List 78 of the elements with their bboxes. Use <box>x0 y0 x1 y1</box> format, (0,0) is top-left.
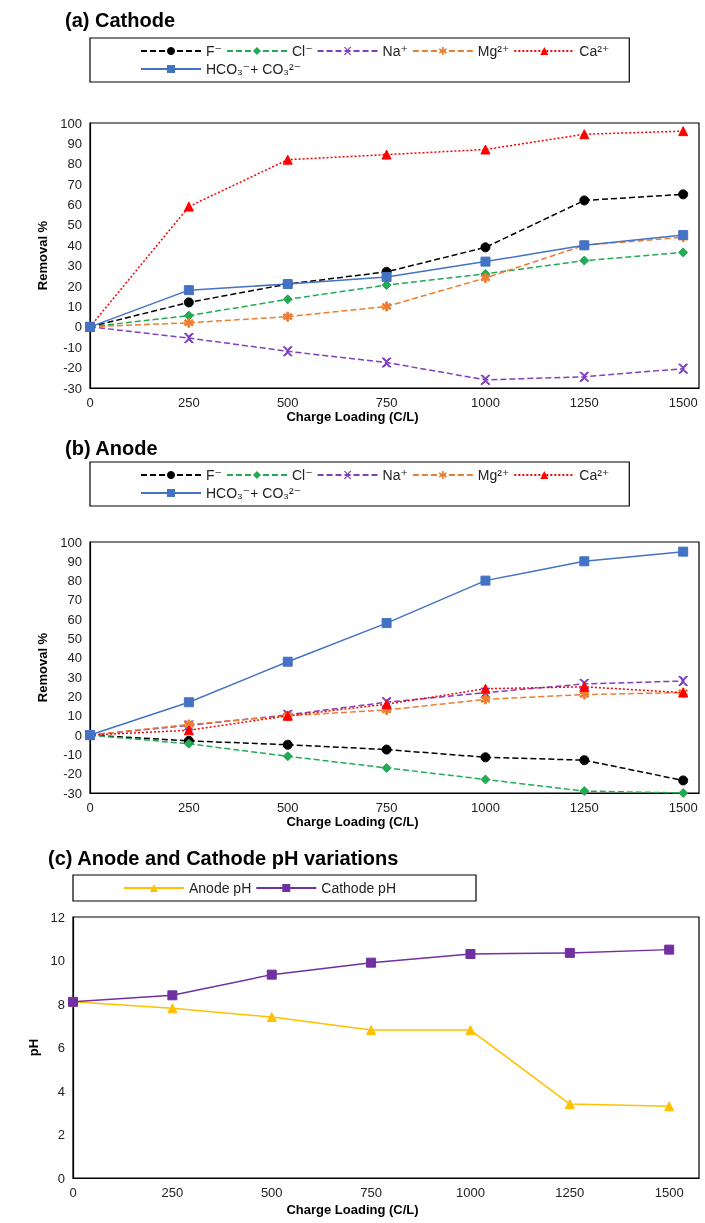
legend-label: Ca²⁺ <box>579 467 610 483</box>
x-tick-label: 250 <box>161 1185 184 1200</box>
y-tick-label: -20 <box>63 360 82 376</box>
legend-label: Cl⁻ <box>291 467 313 483</box>
y-tick-label: 60 <box>67 197 82 213</box>
y-tick-label: 8 <box>57 996 65 1012</box>
y-tick-label: 20 <box>67 278 82 294</box>
y-tick-label: 50 <box>67 217 82 233</box>
y-axis-title: Removal % <box>35 632 51 703</box>
x-tick-label: 500 <box>276 395 299 410</box>
x-tick-label: 1000 <box>456 1185 485 1200</box>
x-tick-label: 500 <box>276 800 299 815</box>
legend-label: Anode pH <box>189 880 252 896</box>
y-tick-label: 80 <box>67 156 82 172</box>
x-tick-label: 1500 <box>668 800 698 815</box>
x-tick-label: 1250 <box>569 800 599 815</box>
x-axis-title: Charge Loading (C/L) <box>286 1202 419 1217</box>
y-tick-label: -30 <box>63 380 82 396</box>
x-tick-label: 1000 <box>470 395 500 410</box>
y-tick-label: 50 <box>67 631 82 647</box>
y-tick-label: 10 <box>50 953 65 968</box>
y-tick-label: 70 <box>67 592 82 608</box>
y-tick-label: 4 <box>57 1083 65 1099</box>
x-tick-label: 750 <box>375 800 398 815</box>
y-tick-label: 100 <box>60 115 82 131</box>
x-tick-label: 250 <box>178 395 200 410</box>
y-axis-title: Removal % <box>35 220 51 291</box>
x-axis-title: Charge Loading (C/L) <box>286 814 419 829</box>
y-tick-label: 60 <box>67 611 82 627</box>
y-axis-title: pH <box>25 1038 41 1057</box>
y-tick-label: 30 <box>67 669 82 685</box>
y-tick-label: -30 <box>63 785 82 801</box>
y-tick-label: 2 <box>57 1127 65 1142</box>
legend-label: Mg²⁺ <box>477 467 510 483</box>
x-tick-label: 1500 <box>654 1185 684 1200</box>
chart-title: (a) Cathode <box>65 9 175 31</box>
x-tick-label: 750 <box>375 395 398 410</box>
y-tick-label: 0 <box>57 1170 65 1186</box>
x-tick-label: 0 <box>86 395 94 410</box>
y-tick-label: 6 <box>57 1040 65 1055</box>
x-tick-label: 250 <box>178 800 200 815</box>
legend-label: F⁻ <box>206 467 222 483</box>
legend-label: Cl⁻ <box>291 43 313 59</box>
y-tick-label: 10 <box>67 708 82 724</box>
legend-label: HCO₃⁻+ CO₃²⁻ <box>206 485 302 501</box>
y-tick-label: -10 <box>63 746 82 762</box>
legend-label: F⁻ <box>206 43 222 59</box>
y-tick-label: 20 <box>67 688 82 704</box>
x-tick-label: 500 <box>260 1185 283 1200</box>
y-tick-label: -10 <box>63 339 82 355</box>
y-tick-label: 10 <box>67 298 82 314</box>
x-tick-label: 1250 <box>569 395 599 410</box>
x-tick-label: 1500 <box>668 395 698 410</box>
x-tick-label: 1000 <box>470 800 500 815</box>
y-tick-label: -20 <box>63 766 82 782</box>
y-tick-label: 90 <box>67 553 82 569</box>
y-tick-label: 80 <box>67 573 82 589</box>
legend-label: Na⁺ <box>382 467 408 483</box>
legend-label: HCO₃⁻+ CO₃²⁻ <box>206 61 302 77</box>
x-axis-title: Charge Loading (C/L) <box>286 409 419 424</box>
y-tick-label: 70 <box>67 176 82 192</box>
y-tick-label: 40 <box>67 650 82 666</box>
y-tick-label: 0 <box>74 319 82 335</box>
legend-label: Na⁺ <box>382 43 408 59</box>
y-tick-label: 40 <box>67 237 82 253</box>
y-tick-label: 100 <box>60 534 82 550</box>
y-tick-label: 30 <box>67 258 82 274</box>
x-tick-label: 1250 <box>555 1185 585 1200</box>
legend-label: Ca²⁺ <box>579 43 610 59</box>
y-tick-label: 12 <box>50 909 65 925</box>
chart-title: (c) Anode and Cathode pH variations <box>48 847 399 869</box>
legend-label: Mg²⁺ <box>477 43 510 59</box>
legend-label: Cathode pH <box>321 880 396 896</box>
x-tick-label: 0 <box>86 800 94 815</box>
x-tick-label: 750 <box>360 1185 382 1200</box>
chart-title: (b) Anode <box>65 437 158 459</box>
y-tick-label: 90 <box>67 135 82 151</box>
y-tick-label: 0 <box>74 727 82 743</box>
